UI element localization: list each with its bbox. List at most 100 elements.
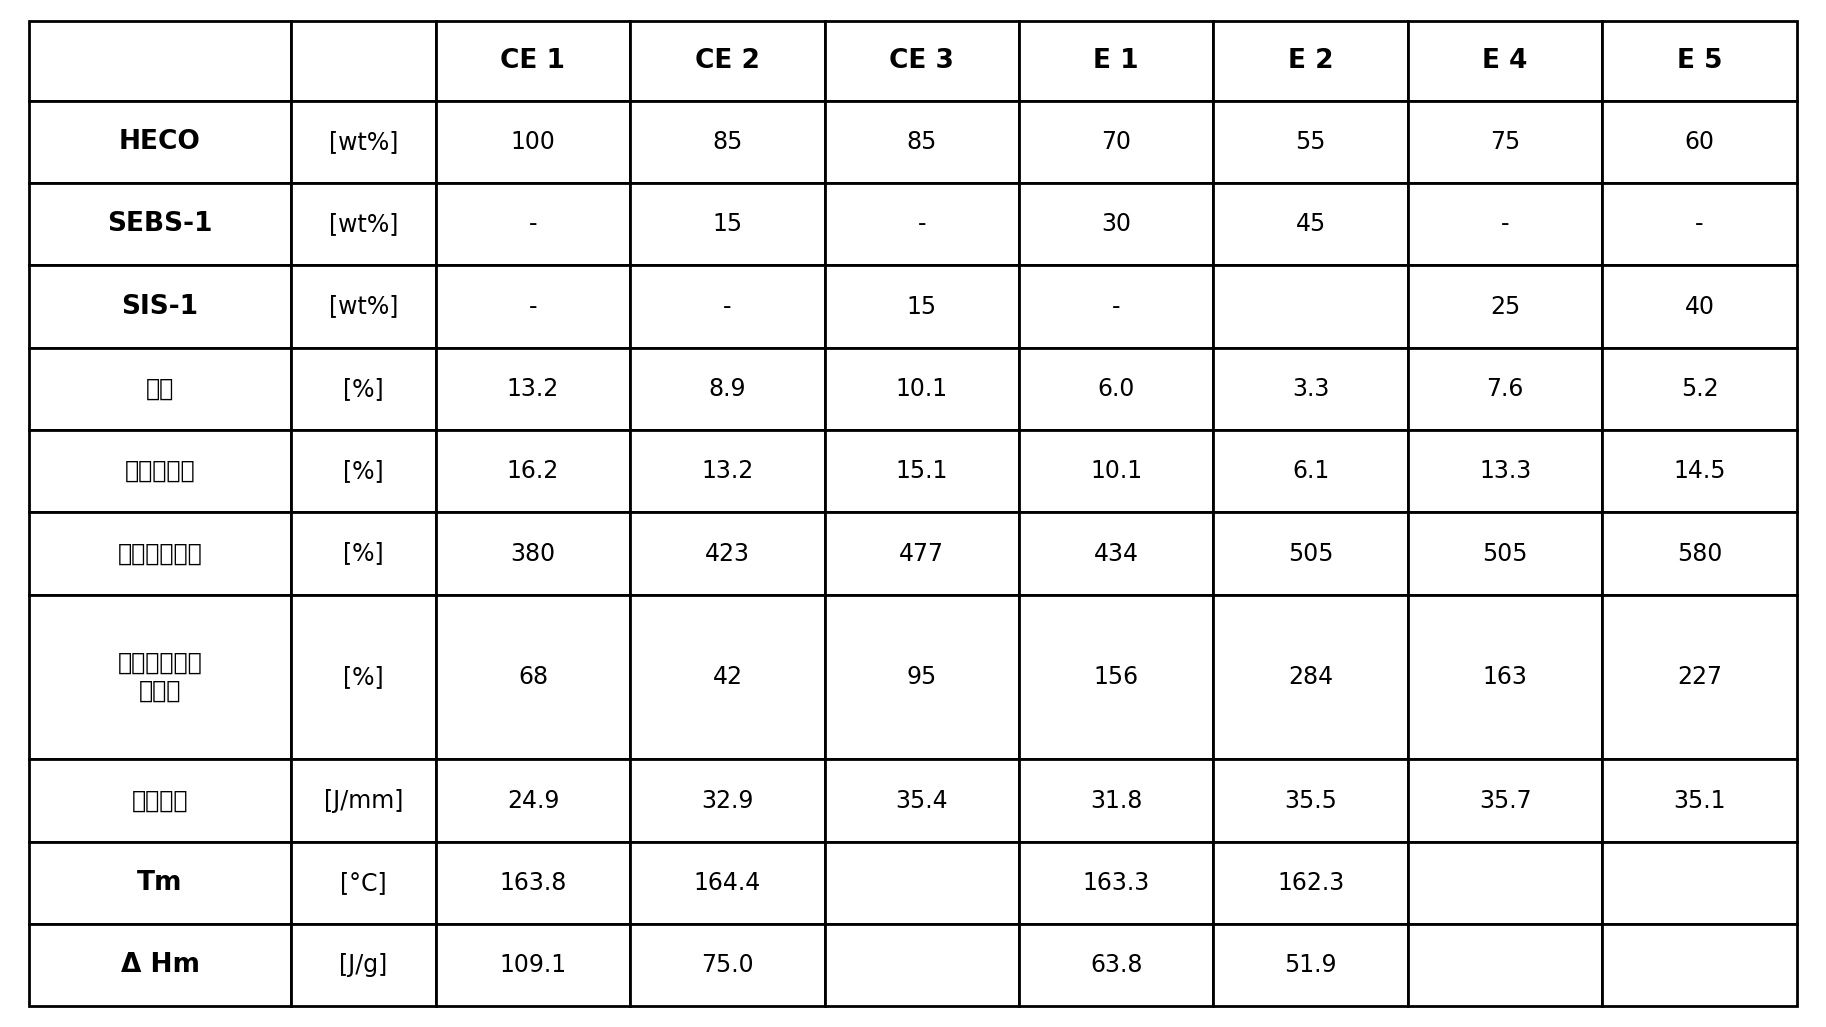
Text: 45: 45	[1296, 213, 1326, 236]
Bar	[630, 842, 825, 924]
Text: 434: 434	[1094, 541, 1139, 566]
Bar	[1214, 348, 1408, 430]
Bar	[1214, 512, 1408, 595]
Bar	[1019, 842, 1214, 924]
Bar	[1214, 183, 1408, 265]
Bar	[290, 430, 436, 512]
Text: -: -	[1112, 295, 1121, 318]
Text: 14.5: 14.5	[1673, 459, 1726, 484]
Text: -: -	[1695, 213, 1704, 236]
Text: 51.9: 51.9	[1284, 953, 1337, 978]
Text: 164.4: 164.4	[694, 871, 761, 895]
Bar	[1408, 924, 1603, 1006]
Bar	[1603, 430, 1797, 512]
Bar	[1214, 759, 1408, 842]
Bar	[29, 842, 290, 924]
Text: CE 3: CE 3	[889, 47, 955, 74]
Bar	[1019, 183, 1214, 265]
Bar	[630, 430, 825, 512]
Text: 7.6: 7.6	[1486, 377, 1525, 401]
Text: 227: 227	[1676, 665, 1722, 689]
Bar	[825, 183, 1019, 265]
Text: 42: 42	[712, 665, 743, 689]
Bar	[1408, 759, 1603, 842]
Bar	[825, 512, 1019, 595]
Text: 25: 25	[1490, 295, 1521, 318]
Text: 5.2: 5.2	[1680, 377, 1718, 401]
Text: 40: 40	[1685, 295, 1715, 318]
Bar	[1214, 842, 1408, 924]
Text: E 5: E 5	[1676, 47, 1722, 74]
Text: E 1: E 1	[1094, 47, 1139, 74]
Text: 70: 70	[1101, 129, 1132, 154]
Text: 162.3: 162.3	[1276, 871, 1344, 895]
Text: 35.7: 35.7	[1479, 789, 1532, 812]
Text: 95: 95	[908, 665, 937, 689]
Text: HECO: HECO	[119, 128, 201, 155]
Bar	[29, 430, 290, 512]
Text: 75: 75	[1490, 129, 1521, 154]
Bar	[29, 924, 290, 1006]
Text: 13.3: 13.3	[1479, 459, 1532, 484]
Bar	[1603, 348, 1797, 430]
Text: 灭菌后浊度: 灭菌后浊度	[124, 459, 195, 484]
Bar	[825, 924, 1019, 1006]
Text: E 2: E 2	[1287, 47, 1333, 74]
Text: 16.2: 16.2	[508, 459, 559, 484]
Bar	[290, 512, 436, 595]
Bar	[825, 842, 1019, 924]
Bar	[1019, 348, 1214, 430]
Bar	[1214, 21, 1408, 101]
Text: Δ Hm: Δ Hm	[121, 952, 199, 979]
Bar	[1603, 842, 1797, 924]
Bar	[1408, 512, 1603, 595]
Bar	[29, 265, 290, 348]
Bar	[630, 21, 825, 101]
Bar	[825, 101, 1019, 183]
Bar	[1603, 924, 1797, 1006]
Bar	[1408, 265, 1603, 348]
Bar	[1214, 924, 1408, 1006]
Bar	[825, 21, 1019, 101]
Bar	[1603, 759, 1797, 842]
Bar	[1019, 924, 1214, 1006]
Bar	[1214, 265, 1408, 348]
Text: 100: 100	[511, 129, 555, 154]
Text: [%]: [%]	[343, 377, 383, 401]
Bar	[1019, 512, 1214, 595]
Text: 15.1: 15.1	[895, 459, 948, 484]
Text: Tm: Tm	[137, 870, 183, 896]
Bar	[436, 348, 630, 430]
Text: 35.4: 35.4	[895, 789, 948, 812]
Bar	[630, 265, 825, 348]
Text: 380: 380	[511, 541, 555, 566]
Bar	[290, 348, 436, 430]
Bar	[290, 759, 436, 842]
Bar	[825, 595, 1019, 759]
Text: 60: 60	[1685, 129, 1715, 154]
Text: [%]: [%]	[343, 541, 383, 566]
Bar	[29, 595, 290, 759]
Bar	[436, 430, 630, 512]
Text: 接缝断裂伸长: 接缝断裂伸长	[117, 541, 203, 566]
Text: 灭菌后接缝断
裂伸长: 灭菌后接缝断 裂伸长	[117, 651, 203, 702]
Bar	[290, 842, 436, 924]
Bar	[1603, 595, 1797, 759]
Bar	[29, 348, 290, 430]
Bar	[436, 512, 630, 595]
Bar	[630, 759, 825, 842]
Bar	[1408, 21, 1603, 101]
Bar	[436, 595, 630, 759]
Bar	[29, 512, 290, 595]
Text: -: -	[530, 213, 537, 236]
Bar	[1408, 595, 1603, 759]
Bar	[436, 924, 630, 1006]
Bar	[630, 595, 825, 759]
Text: SEBS-1: SEBS-1	[108, 212, 214, 237]
Text: 13.2: 13.2	[701, 459, 754, 484]
Bar	[1603, 101, 1797, 183]
Text: 8.9: 8.9	[708, 377, 747, 401]
Text: 10.1: 10.1	[1090, 459, 1143, 484]
Text: 15: 15	[712, 213, 743, 236]
Bar	[436, 759, 630, 842]
